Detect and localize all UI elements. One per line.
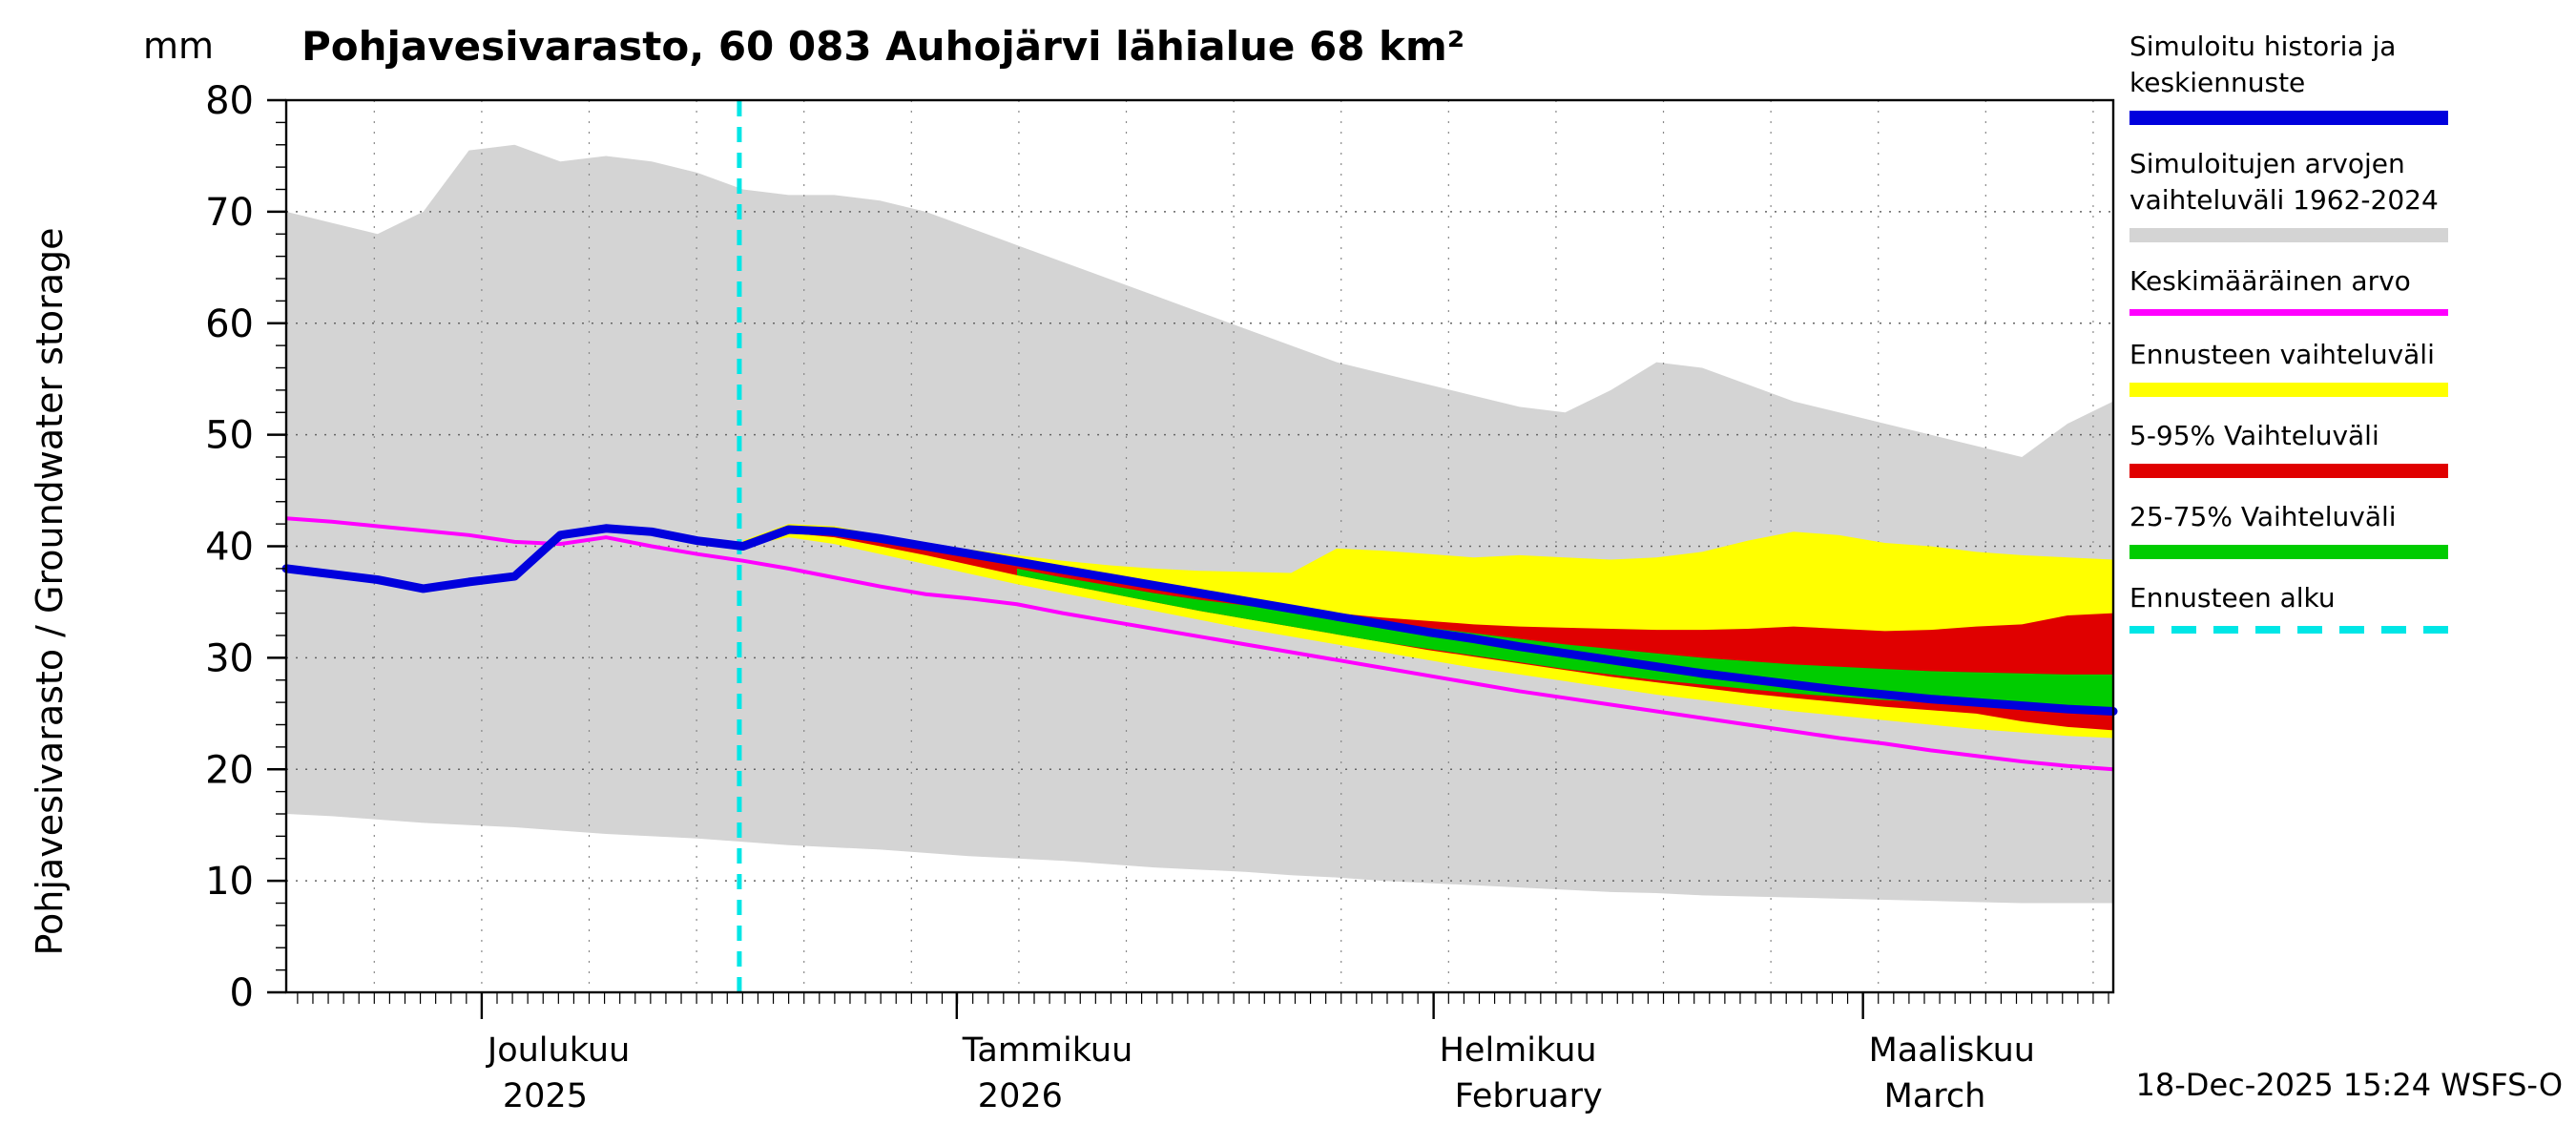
y-tick-label: 30 [205, 636, 254, 680]
legend-label-simulated-history-and-mean-forecast: Simuloitu historia ja keskiennuste [2129, 31, 2397, 98]
timestamp: 18-Dec-2025 15:24 WSFS-O [2135, 1067, 2563, 1103]
legend-item-forecast-start: Ennusteen alku [2129, 580, 2448, 634]
legend-item-range-25-75: 25-75% Vaihteluväli [2129, 499, 2448, 559]
x-month-sublabel: February [1455, 1077, 1603, 1115]
y-axis-label: Pohjavesivarasto / Groundwater storage [29, 227, 71, 956]
y-tick-label: 60 [205, 302, 254, 346]
legend-swatch-mean-value [2129, 309, 2448, 316]
y-tick-label: 80 [205, 79, 254, 123]
legend-swatch-range-5-95 [2129, 464, 2448, 478]
y-tick-label: 10 [205, 860, 254, 904]
legend-label-simulated-range-1962-2024: Simuloitujen arvojen vaihteluväli 1962-2… [2129, 148, 2439, 216]
chart-title: Pohjavesivarasto, 60 083 Auhojärvi lähia… [301, 23, 1465, 70]
legend-item-simulated-range-1962-2024: Simuloitujen arvojen vaihteluväli 1962-2… [2129, 146, 2448, 242]
y-tick-label: 20 [205, 748, 254, 792]
legend-swatch-forecast-start [2129, 626, 2448, 634]
x-month-label: Maaliskuu [1869, 1031, 2035, 1070]
x-month-sublabel: 2026 [978, 1077, 1063, 1115]
legend-swatch-forecast-range [2129, 383, 2448, 397]
y-axis-unit: mm [143, 25, 215, 67]
legend-item-forecast-range: Ennusteen vaihteluväli [2129, 337, 2448, 397]
x-month-sublabel: March [1884, 1077, 1986, 1115]
history-range-band [286, 144, 2113, 904]
x-month-label: Tammikuu [962, 1031, 1133, 1070]
legend-swatch-simulated-range-1962-2024 [2129, 228, 2448, 242]
y-tick-label: 0 [230, 971, 254, 1015]
legend-swatch-simulated-history-and-mean-forecast [2129, 111, 2448, 125]
legend-item-range-5-95: 5-95% Vaihteluväli [2129, 418, 2448, 478]
legend: Simuloitu historia ja keskiennuste Simulo… [2129, 29, 2448, 634]
legend-swatch-range-25-75 [2129, 545, 2448, 559]
x-month-label: Helmikuu [1440, 1031, 1597, 1070]
x-month-sublabel: 2025 [503, 1077, 588, 1115]
legend-label-mean-value: Keskimääräinen arvo [2129, 265, 2411, 297]
y-tick-label: 50 [205, 414, 254, 458]
simulated-history-forecast-line [281, 524, 2118, 716]
legend-label-range-5-95: 5-95% Vaihteluväli [2129, 420, 2379, 451]
y-tick-label: 70 [205, 191, 254, 235]
y-tick-label: 40 [205, 526, 254, 570]
range-25-75-band [1017, 568, 2113, 708]
legend-label-range-25-75: 25-75% Vaihteluväli [2129, 501, 2397, 532]
x-month-label: Joulukuu [486, 1031, 630, 1070]
legend-label-forecast-range: Ennusteen vaihteluväli [2129, 339, 2435, 370]
legend-item-simulated-history-and-mean-forecast: Simuloitu historia ja keskiennuste [2129, 29, 2448, 125]
legend-label-forecast-start: Ennusteen alku [2129, 582, 2336, 614]
legend-item-mean-value: Keskimääräinen arvo [2129, 263, 2448, 316]
mean-value-line [285, 516, 2114, 772]
